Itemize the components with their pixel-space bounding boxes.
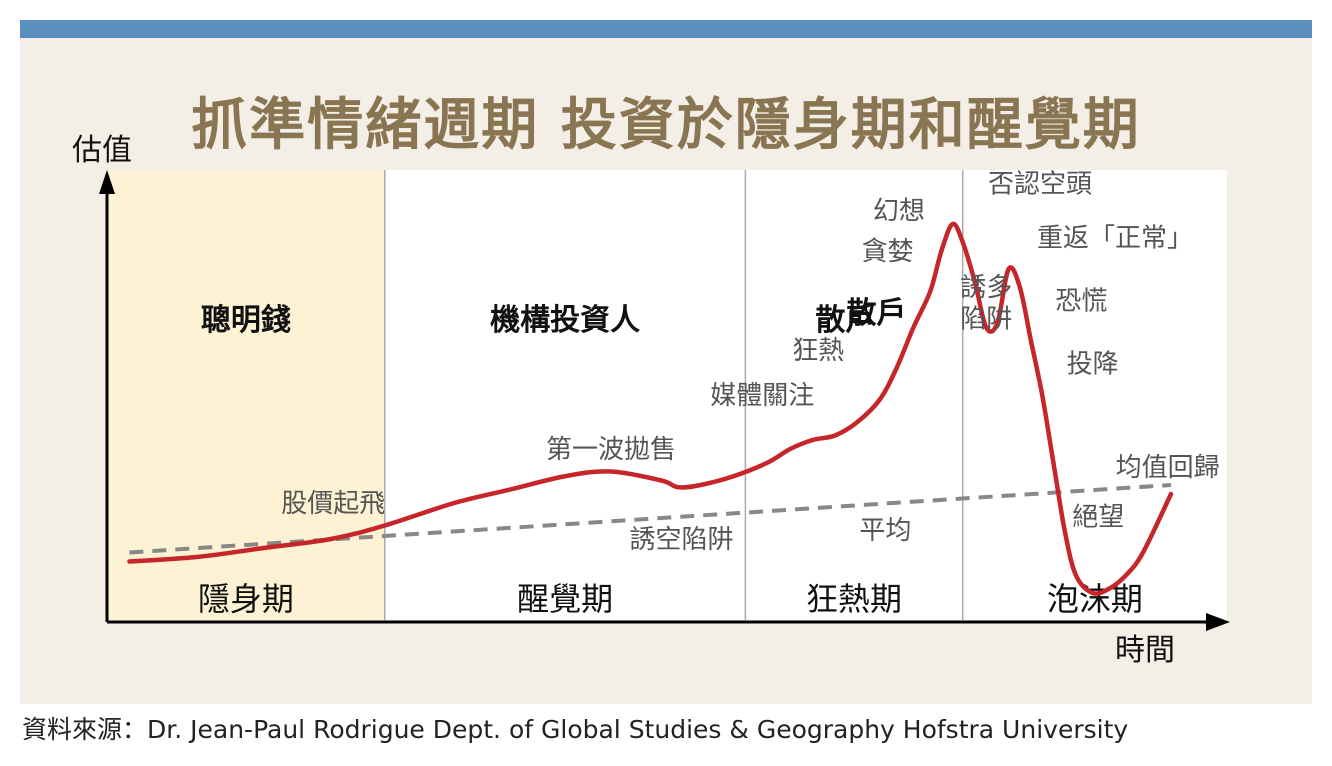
- phase-band-2: [745, 170, 963, 620]
- annotation-label: 第一波拋售: [546, 435, 676, 465]
- valuation-curve: [127, 221, 1174, 596]
- annotation-label: 均值回歸: [1116, 453, 1220, 483]
- phase-label: 醒覺期: [517, 580, 613, 618]
- phase-label: 狂熱期: [806, 580, 902, 618]
- annotation-label: 恐慌: [1055, 287, 1107, 317]
- annotation-label: 投降: [1067, 350, 1119, 380]
- participant-label: 機構投資人: [490, 303, 640, 338]
- annotation-label: 絕望: [1072, 503, 1124, 533]
- annotation-label: 狂熱: [792, 336, 844, 366]
- annotation-label: 誘空陷阱: [630, 525, 734, 555]
- annotation-label: 重返「正常」: [1037, 224, 1193, 254]
- annotation-label: 股價起飛: [281, 489, 385, 519]
- annotation-label: 誘多: [960, 273, 1012, 303]
- source-note: 資料來源：Dr. Jean-Paul Rodrigue Dept. of Glo…: [22, 715, 1129, 744]
- annotation-label: 陷阱: [960, 305, 1012, 335]
- annotation-label: 否認空頭: [988, 170, 1092, 200]
- participant-label: 散戶: [815, 303, 875, 338]
- axis-layer: 估值 時間: [72, 133, 1230, 668]
- phase-band-1: [384, 170, 746, 620]
- annotation-label: 散戶: [846, 296, 906, 331]
- x-axis-label: 時間: [1115, 633, 1175, 668]
- phase-band-3: [962, 170, 1227, 620]
- phase-label: 泡沫期: [1047, 580, 1143, 618]
- y-axis-arrow-icon: [99, 170, 115, 194]
- chart-title: 抓準情緒週期 投資於隱身期和醒覺期: [191, 93, 1141, 158]
- annotation-label: 幻想: [873, 197, 925, 227]
- annotation-label: 貪婪: [862, 237, 914, 267]
- y-axis-label: 估值: [72, 133, 132, 168]
- series-layer: [127, 221, 1174, 596]
- phase-label: 隱身期: [198, 580, 294, 618]
- annotation-label: 媒體關注: [710, 381, 814, 411]
- top-accent-bar: [20, 20, 1312, 38]
- participant-label: 聰明錢: [201, 303, 291, 338]
- x-axis-arrow-icon: [1206, 613, 1230, 631]
- annotation-label: 平均: [859, 516, 911, 546]
